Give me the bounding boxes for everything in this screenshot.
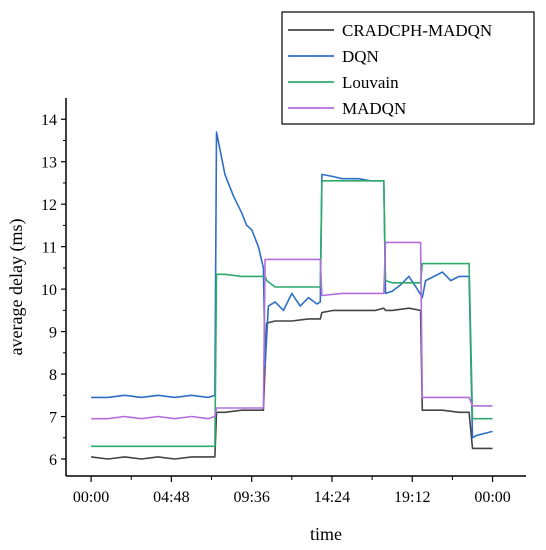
y-tick-label-2: 8 <box>49 367 57 384</box>
y-tick-label-4: 10 <box>41 282 57 299</box>
legend-label-1: DQN <box>342 47 379 66</box>
legend-label-0: CRADCPH-MADQN <box>342 21 492 40</box>
x-tick-label-2: 09:36 <box>233 489 269 506</box>
series-line-0 <box>91 307 493 460</box>
y-tick-label-0: 6 <box>49 452 57 469</box>
x-tick-label-1: 04:48 <box>153 489 189 506</box>
y-axis-title: average delay (ms) <box>6 219 27 356</box>
y-tick-label-1: 7 <box>49 410 57 427</box>
x-tick-label-3: 14:24 <box>314 489 350 506</box>
series-line-2 <box>91 180 493 448</box>
y-tick-label-3: 9 <box>49 325 57 342</box>
plot-series <box>91 131 493 460</box>
axes <box>65 98 526 477</box>
x-axis-title: time <box>310 524 342 544</box>
x-tick-label-0: 00:00 <box>73 489 109 506</box>
y-tick-label-6: 12 <box>41 197 57 214</box>
series-line-1 <box>91 131 493 439</box>
legend: CRADCPH-MADQN DQN Louvain MADQN <box>281 11 535 125</box>
x-tick-label-4: 19:12 <box>394 489 430 506</box>
legend-label-3: MADQN <box>342 99 406 118</box>
y-tick-label-8: 14 <box>41 112 57 129</box>
legend-label-2: Louvain <box>342 73 399 92</box>
y-tick-label-7: 13 <box>41 155 57 172</box>
x-tick-label-5: 00:00 <box>474 489 510 506</box>
series-line-3 <box>91 241 493 420</box>
y-tick-label-5: 11 <box>42 240 57 257</box>
ticks: 6 7 8 9 10 11 12 13 14 00:00 04:48 09:36 14:24 19:12 0… <box>41 112 511 506</box>
